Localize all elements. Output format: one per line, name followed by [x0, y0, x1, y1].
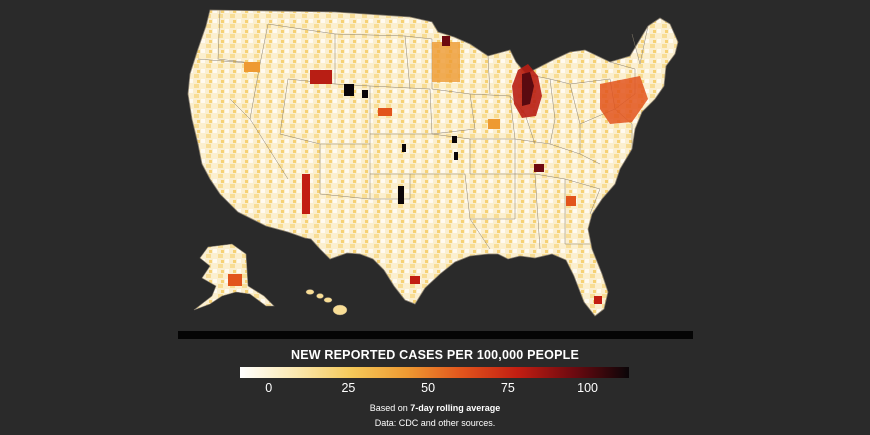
state-borders	[197, 9, 649, 250]
northeast-hotspot	[600, 76, 648, 124]
note-prefix: Based on	[369, 403, 411, 413]
minnesota-hotspot	[432, 42, 460, 82]
idaho-hotspot	[244, 62, 260, 72]
legend-tick-75: 75	[500, 381, 515, 395]
legend-tick-100: 100	[577, 381, 598, 395]
note-emphasis: 7-day rolling average	[410, 403, 501, 413]
rolling-average-note: Based on 7-day rolling average	[0, 403, 870, 413]
montana-hotspot	[310, 70, 332, 84]
legend-tick-0: 0	[265, 381, 273, 395]
hawaii	[305, 289, 348, 316]
kentucky-hotspot	[534, 164, 544, 172]
legend-color-scale	[240, 367, 629, 378]
legend-title: NEW REPORTED CASES PER 100,000 PEOPLE	[290, 348, 580, 362]
michigan-core	[522, 72, 534, 106]
kansas-hotspot-2	[452, 136, 457, 143]
alaska	[193, 243, 275, 311]
dakota-hotspot-1	[344, 84, 354, 96]
us-county-map	[187, 9, 679, 317]
divider-bar	[178, 331, 693, 339]
wisconsin-hotspot	[488, 119, 500, 129]
legend-tick-50: 50	[421, 381, 436, 395]
carolina-hotspot	[566, 196, 576, 206]
dakota-hotspot-2	[362, 90, 368, 98]
missouri-hotspot	[454, 152, 458, 160]
florida-hotspot	[594, 296, 602, 304]
data-source: Data: CDC and other sources.	[374, 418, 496, 428]
legend-tick-25: 25	[341, 381, 356, 395]
hotspots	[244, 36, 648, 304]
texas-hotspot	[410, 276, 420, 284]
minnesota-core	[442, 36, 450, 46]
oklahoma-hotspot	[398, 186, 404, 204]
new-mexico-hotspot	[302, 174, 310, 214]
contiguous-us-shape	[187, 9, 679, 317]
kansas-hotspot-1	[402, 144, 406, 152]
iowa-hotspot	[378, 108, 392, 116]
